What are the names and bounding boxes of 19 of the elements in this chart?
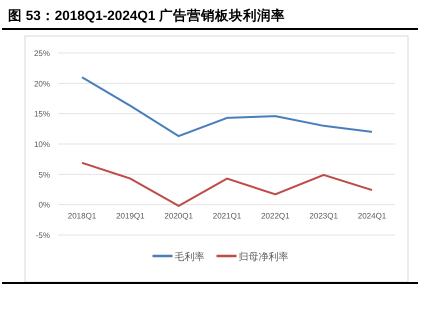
y-tick-label: -5% xyxy=(36,231,50,240)
x-tick-label: 2022Q1 xyxy=(261,212,290,221)
x-tick-label: 2023Q1 xyxy=(309,212,338,221)
x-tick-label: 2024Q1 xyxy=(358,212,387,221)
y-tick-label: 0% xyxy=(38,200,50,210)
y-tick-label: 10% xyxy=(34,140,50,149)
x-tick-label: 2021Q1 xyxy=(212,212,242,221)
x-tick-label: 2019Q1 xyxy=(116,212,146,221)
x-tick-label: 2020Q1 xyxy=(164,212,194,221)
y-tick-label: 25% xyxy=(34,49,50,58)
x-tick-label: 2018Q1 xyxy=(68,212,97,221)
line-series xyxy=(81,162,373,207)
legend-label: 归母净利率 xyxy=(238,251,288,263)
y-tick-label: 5% xyxy=(38,170,50,180)
chart-title: 图 53：2018Q1-2024Q1 广告营销板块利润率 xyxy=(8,7,286,23)
y-tick-label: 15% xyxy=(34,110,50,119)
line-series xyxy=(81,76,373,138)
legend-label: 毛利率 xyxy=(174,251,204,263)
y-tick-label: 20% xyxy=(34,79,50,88)
